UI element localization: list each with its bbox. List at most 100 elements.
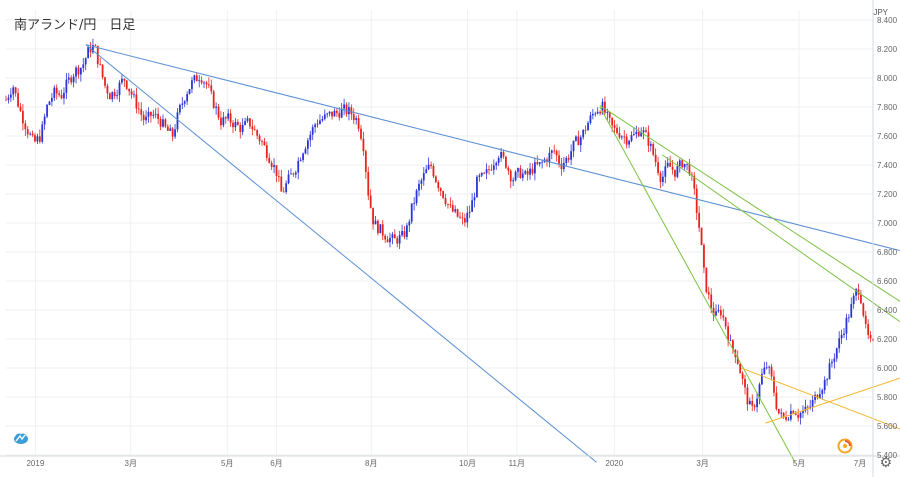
candle-body — [707, 292, 710, 295]
candle-body — [384, 235, 387, 240]
candle-body — [420, 180, 423, 184]
candle-body — [490, 169, 493, 171]
x-tick-label: 8月 — [365, 459, 377, 468]
candle-body — [591, 113, 594, 116]
candle-body — [427, 164, 430, 170]
candle-body — [439, 188, 442, 192]
candle-body — [802, 410, 804, 414]
candle-body — [524, 171, 527, 174]
candle-body — [306, 140, 309, 149]
orange-trendline[interactable] — [765, 377, 900, 424]
x-tick-label: 5月 — [793, 459, 805, 468]
candle-body — [408, 221, 411, 226]
blue-trendline[interactable] — [85, 44, 597, 463]
candle-body — [36, 136, 39, 142]
candle-body — [236, 121, 239, 125]
candle-body — [736, 357, 739, 364]
candle-body — [570, 151, 573, 160]
candle-body — [478, 175, 481, 177]
candle-body — [565, 157, 568, 163]
candle-body — [732, 340, 734, 350]
candle-body — [674, 169, 676, 177]
candle-body — [531, 168, 534, 174]
candle-body — [611, 117, 614, 126]
candle-body — [241, 124, 244, 132]
candle-body — [362, 138, 365, 152]
candle-body — [642, 130, 645, 133]
candle-body — [311, 127, 314, 135]
candle-body — [198, 80, 201, 82]
candle-body — [437, 182, 440, 189]
candle-body — [413, 203, 416, 204]
candle-body — [664, 166, 667, 177]
candle-body — [164, 119, 167, 127]
candle-body — [101, 64, 104, 78]
candle-body — [142, 114, 145, 121]
candle-body — [818, 394, 821, 399]
candle-body — [282, 191, 285, 193]
candle-body — [270, 162, 273, 167]
blue-trendline[interactable] — [85, 44, 900, 252]
candle-body — [135, 94, 138, 109]
chart-title: 南アランド/円 日足 — [14, 18, 136, 33]
candle-body — [58, 93, 61, 95]
candle-body — [5, 99, 7, 101]
candle-body — [705, 267, 708, 293]
candle-body — [847, 317, 850, 319]
candle-body — [809, 406, 812, 408]
y-tick-label: 6.000 — [877, 364, 898, 373]
candle-body — [471, 200, 474, 212]
candle-body — [500, 152, 502, 159]
candle-body — [867, 323, 870, 336]
candle-body — [381, 224, 384, 236]
y-tick-label: 8.400 — [877, 16, 898, 25]
gear-icon[interactable]: ⚙ — [879, 455, 892, 471]
green-trendline[interactable] — [599, 105, 900, 302]
candle-body — [799, 413, 802, 418]
candle-body — [526, 171, 529, 175]
candle-body — [594, 113, 597, 115]
candle-body — [533, 162, 536, 174]
candle-body — [485, 169, 488, 174]
candle-body — [280, 176, 283, 192]
candle-body — [447, 204, 449, 205]
candle-body — [497, 158, 500, 163]
candle-body — [396, 238, 399, 244]
candle-body — [224, 117, 227, 119]
candle-body — [253, 129, 256, 131]
candle-body — [770, 366, 773, 377]
candle-body — [536, 162, 539, 165]
candle-body — [782, 412, 785, 418]
candle-body — [415, 190, 418, 204]
candle-body — [171, 128, 174, 137]
green-trendline[interactable] — [662, 154, 900, 323]
candle-body — [835, 348, 838, 359]
candle-body — [389, 237, 391, 243]
candle-body — [623, 136, 626, 138]
candle-body — [405, 225, 408, 237]
candle-body — [529, 168, 531, 175]
candle-body — [797, 414, 800, 418]
candle-body — [459, 216, 461, 218]
candle-body — [72, 76, 75, 83]
candle-body — [99, 63, 102, 65]
candle-body — [546, 159, 548, 162]
candle-body — [186, 94, 189, 102]
candle-body — [367, 171, 370, 196]
green-trendline[interactable] — [599, 106, 796, 463]
candle-body — [541, 161, 544, 163]
candle-body — [335, 110, 338, 113]
candle-body — [104, 77, 106, 86]
candle-body — [775, 392, 778, 409]
candle-body — [265, 145, 268, 158]
candle-body — [232, 122, 234, 128]
candle-body — [87, 47, 90, 59]
candle-body — [693, 175, 696, 189]
candle-body — [761, 373, 763, 385]
candle-body — [724, 317, 727, 327]
x-tick-label: 3月 — [696, 459, 708, 468]
candle-body — [620, 136, 623, 138]
candle-body — [145, 116, 147, 121]
candle-body — [352, 114, 355, 121]
